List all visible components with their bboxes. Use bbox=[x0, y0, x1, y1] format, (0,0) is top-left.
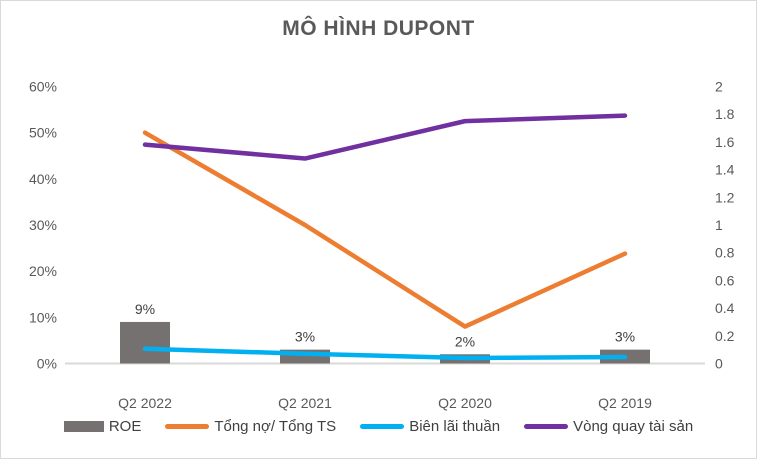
left-axis-tick: 10% bbox=[29, 309, 57, 325]
chart-legend: ROE Tổng nợ/ Tổng TS Biên lãi thuần Vòng… bbox=[1, 418, 756, 435]
line-series bbox=[142, 346, 628, 361]
right-axis-tick: 0.2 bbox=[715, 328, 735, 344]
legend-label: Vòng quay tài sản bbox=[573, 418, 694, 435]
right-axis-tick: 1.2 bbox=[715, 189, 735, 205]
bar-data-label: 3% bbox=[295, 329, 315, 345]
x-axis-label: Q2 2021 bbox=[278, 395, 332, 411]
right-axis-tick: 0.6 bbox=[715, 272, 735, 288]
legend-swatch-bar-icon bbox=[63, 421, 104, 432]
left-axis-tick: 30% bbox=[29, 217, 57, 233]
left-axis-tick: 40% bbox=[29, 171, 57, 187]
legend-label: ROE bbox=[108, 418, 142, 435]
bar-data-label: 9% bbox=[135, 301, 155, 317]
x-axis-label: Q2 2022 bbox=[118, 395, 172, 411]
left-axis-tick: 50% bbox=[29, 125, 57, 141]
legend-item-vong-quay: Vòng quay tài sản bbox=[524, 418, 693, 435]
line-series bbox=[142, 113, 628, 161]
legend-label: Biên lãi thuần bbox=[409, 418, 501, 435]
left-axis-tick: 20% bbox=[29, 263, 57, 279]
roe-bar bbox=[120, 321, 170, 364]
chart-title: MÔ HÌNH DUPONT bbox=[282, 17, 475, 40]
legend-item-bien-lai: Biên lãi thuần bbox=[360, 418, 500, 435]
bar-data-label: 2% bbox=[455, 333, 475, 349]
right-axis-tick: 0 bbox=[715, 356, 723, 372]
x-axis-label: Q2 2019 bbox=[598, 395, 652, 411]
right-axis-tick: 0.4 bbox=[715, 300, 735, 316]
legend-label: Tổng nợ/ Tổng TS bbox=[214, 418, 337, 435]
right-axis-tick: 1.6 bbox=[715, 134, 735, 150]
legend-swatch-line-icon bbox=[165, 424, 210, 429]
right-axis-tick: 1.4 bbox=[715, 162, 735, 178]
line-series bbox=[142, 130, 628, 329]
x-axis-label: Q2 2020 bbox=[438, 395, 492, 411]
legend-item-roe: ROE bbox=[63, 418, 142, 435]
right-axis-tick: 0.8 bbox=[715, 245, 735, 261]
bar-data-label: 3% bbox=[615, 329, 635, 345]
legend-swatch-line-icon bbox=[524, 424, 569, 429]
right-axis-tick: 1.8 bbox=[715, 106, 735, 122]
right-axis-tick: 2 bbox=[715, 79, 723, 95]
legend-item-tong-no: Tổng nợ/ Tổng TS bbox=[165, 418, 336, 435]
right-axis-tick: 1 bbox=[715, 217, 723, 233]
legend-swatch-line-icon bbox=[360, 424, 405, 429]
left-axis-tick: 60% bbox=[29, 79, 57, 95]
left-axis-tick: 0% bbox=[37, 356, 57, 372]
